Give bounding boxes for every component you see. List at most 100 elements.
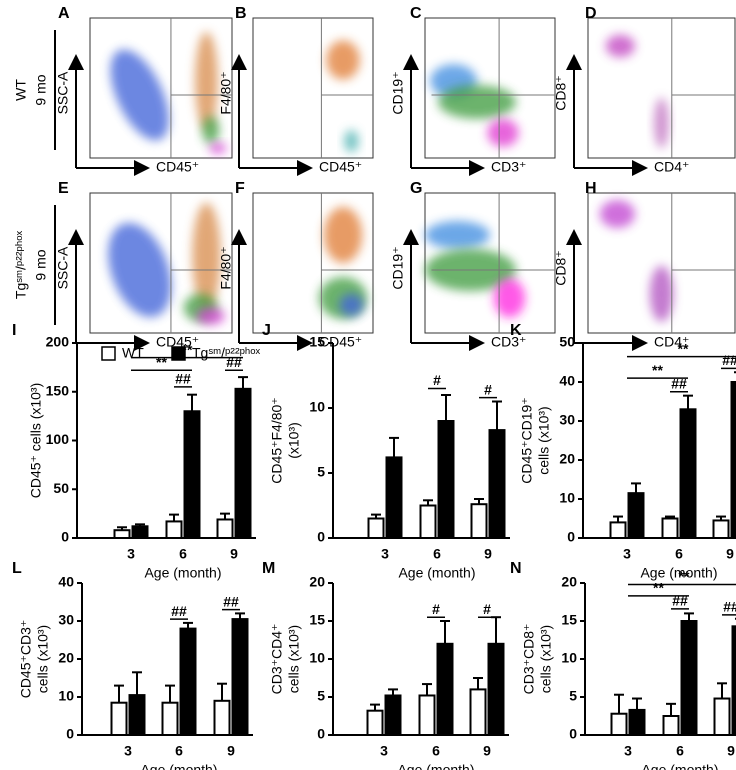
y-tick-label: 0 (317, 529, 325, 545)
bar (627, 492, 645, 539)
axis-label: CD3⁺ (491, 334, 526, 350)
panel-letter: F (235, 180, 245, 197)
y-tick-label: 15 (561, 612, 577, 628)
bar (165, 520, 183, 539)
x-tick-label: 3 (623, 546, 631, 562)
significance-label: # (483, 601, 491, 617)
y-axis-label: CD45⁺CD19⁺ (519, 397, 535, 483)
cell-population (195, 32, 218, 130)
bar (436, 642, 454, 736)
bar (713, 697, 731, 737)
panel-letter: I (12, 322, 16, 339)
y-tick-label: 15 (309, 334, 325, 350)
legend-swatch (101, 346, 116, 361)
axis-label: CD45⁺ (319, 159, 362, 175)
cell-population (339, 293, 364, 317)
bar (128, 694, 146, 736)
y-tick-label: 15 (309, 612, 325, 628)
bar (609, 521, 627, 540)
y-tick-label: 10 (309, 399, 325, 415)
bar (469, 688, 487, 737)
panel-letter: G (410, 180, 422, 197)
x-tick-label: 3 (381, 546, 389, 562)
bar (610, 712, 628, 736)
x-tick-label: 9 (727, 743, 735, 759)
axis-label: SSC-A (55, 71, 71, 114)
cell-population (192, 202, 221, 310)
axis-label: CD4⁺ (654, 159, 689, 175)
y-axis-label: CD45⁺ cells (x10³) (28, 383, 44, 499)
bar (384, 694, 402, 736)
y-tick-label: 5 (317, 464, 325, 480)
significance-label: ## (672, 593, 688, 609)
row-label: Tgˢᵐ/ᵖ²²ᵖʰᵒˣ (13, 231, 29, 300)
significance-label: ** (679, 568, 690, 584)
bar (367, 517, 385, 539)
x-tick-label: 6 (676, 743, 684, 759)
significance-label: ## (671, 375, 687, 391)
x-tick-label: 6 (432, 743, 440, 759)
bar (680, 620, 698, 736)
bar (679, 408, 697, 539)
axis-label: CD45⁺ (156, 334, 199, 350)
significance-label: ** (652, 362, 663, 378)
significance-label: ## (723, 599, 736, 615)
significance-label: ** (182, 341, 193, 357)
y-tick-label: 0 (567, 529, 575, 545)
panel-letter: H (585, 180, 597, 197)
y-tick-label: 20 (559, 451, 575, 467)
axis-label: SSC-A (55, 246, 71, 289)
y-tick-label: 10 (559, 490, 575, 506)
y-axis-label: CD45⁺F4/80⁺ (269, 397, 285, 483)
significance-label: ** (653, 580, 664, 596)
cell-population (196, 307, 225, 325)
x-tick-label: 9 (726, 546, 734, 562)
panel-letter: L (12, 560, 22, 577)
y-tick-label: 5 (569, 688, 577, 704)
x-tick-label: 6 (179, 546, 187, 562)
bar (437, 420, 455, 539)
x-axis-label: Age (month) (398, 565, 475, 581)
flow-plot (252, 17, 374, 159)
bar (161, 701, 179, 737)
bar (487, 642, 505, 736)
x-tick-label: 6 (433, 546, 441, 562)
cell-population (487, 118, 519, 147)
panel-letter: M (262, 560, 275, 577)
y-axis-label: (x10³) (286, 422, 302, 459)
y-axis-label: cells (x10³) (35, 625, 51, 693)
bar (366, 709, 384, 736)
x-tick-label: 9 (484, 546, 492, 562)
y-axis-label: CD45⁺CD3⁺ (18, 620, 34, 699)
axis-label: F4/80⁺ (218, 71, 234, 114)
y-tick-label: 30 (58, 612, 74, 628)
panel-letter: A (58, 5, 70, 22)
x-tick-label: 3 (124, 743, 132, 759)
bar (183, 410, 201, 539)
x-tick-label: 9 (483, 743, 491, 759)
panel-letter: D (585, 5, 597, 22)
bar (385, 456, 403, 539)
axis-label: CD19⁺ (390, 71, 406, 114)
cell-population (110, 49, 169, 141)
y-tick-label: 10 (58, 688, 74, 704)
axis-label: CD45⁺ (156, 159, 199, 175)
y-tick-label: 50 (559, 334, 575, 350)
y-tick-label: 30 (559, 412, 575, 428)
y-tick-label: 5 (317, 688, 325, 704)
legend-label: Tgˢᵐ/ᵖ²²ᵖʰᵒˣ (192, 345, 261, 361)
x-tick-label: 3 (127, 546, 135, 562)
y-axis-label: CD3⁺CD4⁺ (269, 624, 285, 695)
y-tick-label: 100 (46, 431, 70, 447)
panel-letter: B (235, 5, 247, 22)
y-axis-label: cells (x10³) (536, 406, 552, 474)
significance-label: # (432, 601, 440, 617)
legend-swatch (171, 346, 186, 361)
cell-population (202, 116, 220, 144)
bar (488, 429, 506, 540)
y-tick-label: 20 (309, 574, 325, 590)
bar (131, 525, 149, 539)
bar (231, 618, 249, 736)
bar (216, 518, 234, 539)
significance-label: ## (171, 603, 187, 619)
